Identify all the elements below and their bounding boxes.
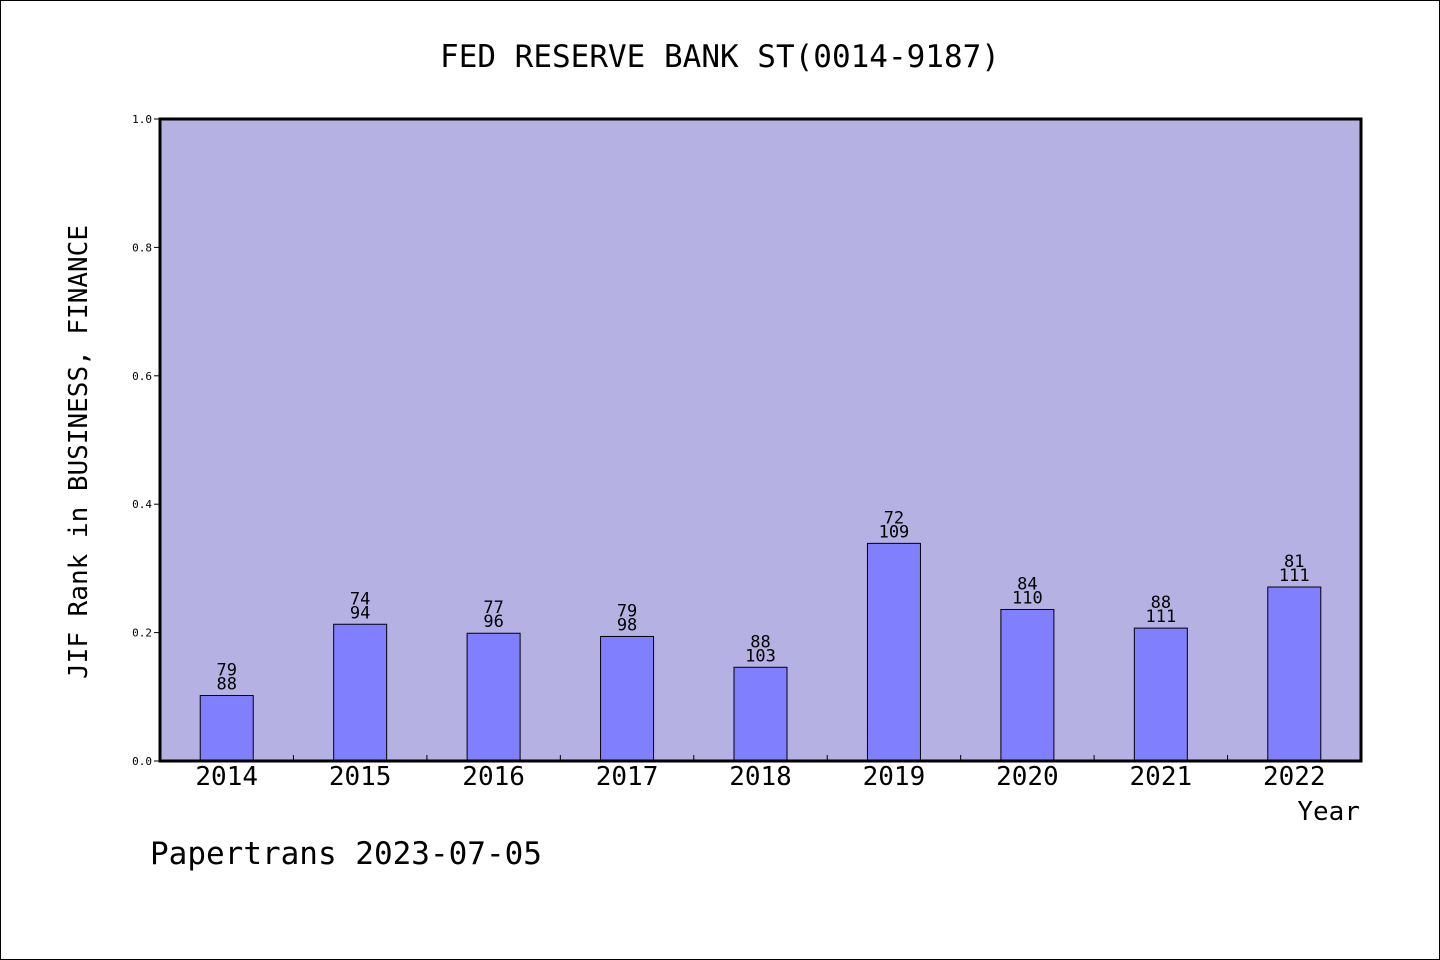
y-tick-label-0.8: 0.8: [132, 241, 152, 254]
total-label-2019: 109: [879, 522, 910, 542]
plot-border: [158, 117, 1363, 763]
y-tick-label-0.6: 0.6: [132, 370, 152, 383]
footer-credit: Papertrans 2023-07-05: [150, 836, 542, 872]
y-axis-label: JIF Rank in BUSINESS, FINANCE: [64, 225, 94, 679]
total-label-2016: 96: [483, 612, 503, 632]
rank-label-2018: 88: [750, 632, 770, 652]
rank-label-2021: 88: [1151, 593, 1171, 613]
bar-2015: [333, 623, 388, 762]
y-axis: 0.0 0.2 0.4 0.6 0.8 1.0: [132, 113, 160, 768]
bar-2020: [1000, 608, 1055, 762]
total-label-2020: 110: [1012, 588, 1043, 608]
x-tick-label-2014: 2014: [195, 762, 258, 792]
rank-label-2017: 79: [617, 601, 637, 621]
bar-2019: [866, 542, 921, 762]
chart-title: FED RESERVE BANK ST(0014-9187): [440, 39, 1000, 75]
y-tick-label-1.0: 1.0: [132, 113, 152, 126]
x-tick-label-2018: 2018: [729, 762, 792, 792]
total-label-2017: 98: [617, 615, 637, 635]
y-tick-label-0.2: 0.2: [132, 627, 152, 640]
x-tick-label-2017: 2017: [596, 762, 659, 792]
bar-2014: [199, 695, 254, 762]
bar-2016: [466, 632, 521, 762]
total-label-2018: 103: [745, 646, 776, 666]
bar-series: [199, 542, 1322, 762]
rank-label-2019: 72: [884, 508, 904, 528]
y-tick-label-0.4: 0.4: [132, 498, 152, 511]
x-tick-label-2019: 2019: [863, 762, 926, 792]
rank-label-2015: 74: [350, 589, 370, 609]
total-label-2015: 94: [350, 603, 370, 623]
total-label-2014: 88: [216, 675, 236, 695]
total-label-2022: 111: [1279, 566, 1310, 586]
x-tick-label-2020: 2020: [996, 762, 1059, 792]
total-label-2021: 111: [1145, 607, 1176, 627]
rank-label-2022: 81: [1284, 552, 1304, 572]
x-axis: 2014 2015 2016 2017 2018 2019 2020 2021 2022: [195, 755, 1326, 792]
bar-2017: [600, 635, 655, 762]
x-tick-label-2022: 2022: [1263, 762, 1326, 792]
bar-2018: [733, 666, 788, 762]
bar-2021: [1133, 627, 1188, 762]
rank-label-2014: 79: [216, 661, 236, 681]
y-tick-label-0.0: 0.0: [132, 755, 152, 768]
x-tick-label-2021: 2021: [1130, 762, 1193, 792]
rank-label-2020: 84: [1017, 574, 1037, 594]
x-tick-label-2016: 2016: [462, 762, 525, 792]
bar-2022: [1267, 586, 1322, 762]
rank-label-2016: 77: [483, 598, 503, 618]
x-tick-label-2015: 2015: [329, 762, 392, 792]
x-axis-label: Year: [1297, 797, 1360, 827]
